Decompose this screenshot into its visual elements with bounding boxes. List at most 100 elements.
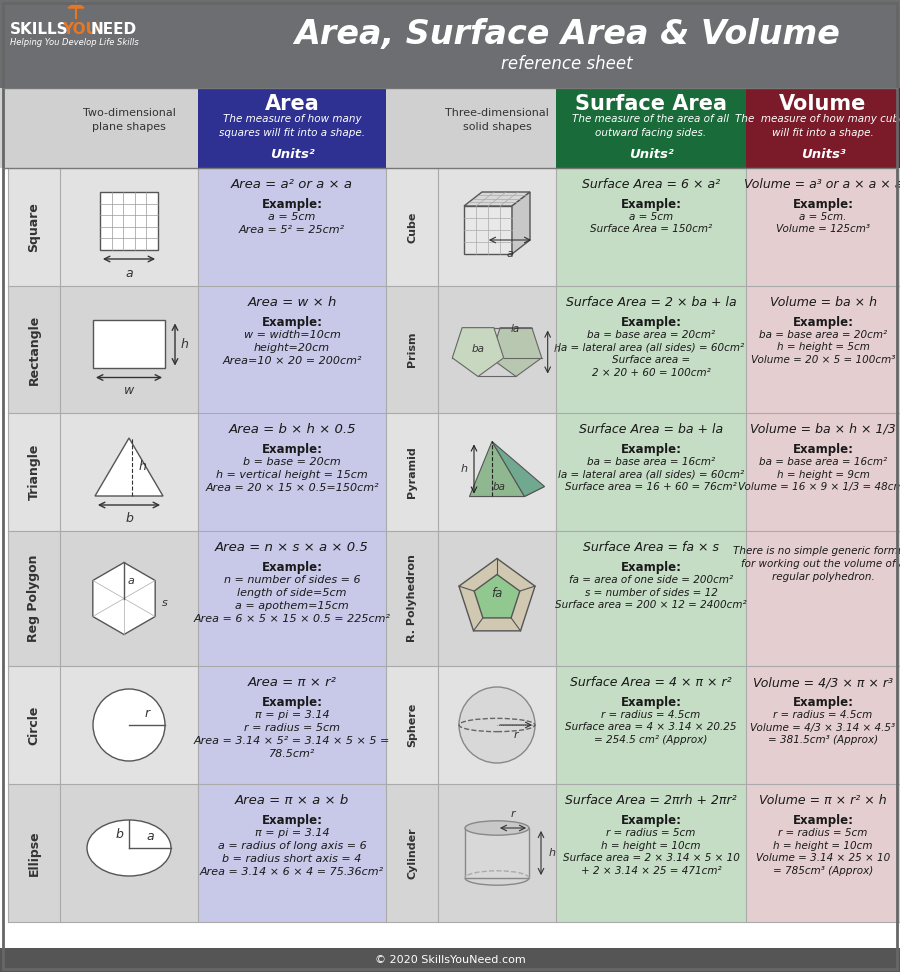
Bar (746, 666, 900, 784)
Text: regular polyhedron.: regular polyhedron. (771, 572, 875, 582)
Text: Example:: Example: (262, 443, 322, 456)
Bar (8, 413, 198, 531)
Text: fa: fa (491, 587, 503, 600)
Text: r = radius = 5cm: r = radius = 5cm (778, 828, 868, 838)
Polygon shape (464, 206, 512, 254)
Text: Example:: Example: (262, 198, 322, 211)
Text: The measure of how many
squares will fit into a shape.: The measure of how many squares will fit… (219, 114, 365, 138)
Text: YOU: YOU (62, 22, 98, 37)
Text: ba = base area = 16cm²: ba = base area = 16cm² (759, 457, 887, 467)
Text: Volume = 20 × 5 = 100cm³: Volume = 20 × 5 = 100cm³ (751, 355, 896, 365)
Text: h = height = 10cm: h = height = 10cm (601, 841, 701, 850)
Bar (0, 88, 900, 168)
Text: reference sheet: reference sheet (501, 55, 633, 73)
Text: Volume = π × r² × h: Volume = π × r² × h (760, 794, 886, 807)
Text: r: r (514, 730, 518, 740)
Text: Example:: Example: (620, 696, 681, 709)
Text: Surface area = 16 + 60 = 76cm²: Surface area = 16 + 60 = 76cm² (565, 482, 737, 492)
Polygon shape (95, 438, 163, 496)
Bar (386, 784, 556, 922)
Bar (8, 531, 198, 666)
Bar (198, 784, 386, 922)
Text: Two-dimensional
plane shapes: Two-dimensional plane shapes (83, 108, 176, 132)
Text: Area, Surface Area & Volume: Area, Surface Area & Volume (294, 18, 840, 51)
Bar (556, 168, 746, 286)
Bar (386, 531, 556, 666)
Text: = 381.5cm³ (Approx): = 381.5cm³ (Approx) (768, 735, 878, 745)
Text: ba = base area = 20cm²: ba = base area = 20cm² (587, 330, 716, 340)
Text: π = pi = 3.14: π = pi = 3.14 (255, 828, 329, 838)
Bar (8, 784, 198, 922)
Bar (93, 321, 165, 368)
Text: h: h (549, 848, 556, 858)
Text: Area = w × h: Area = w × h (248, 296, 337, 309)
Polygon shape (453, 328, 504, 376)
Text: ba: ba (472, 344, 484, 355)
Text: s: s (162, 599, 167, 608)
Text: b: b (125, 512, 133, 525)
Polygon shape (470, 441, 525, 497)
Text: h: h (139, 461, 147, 473)
Text: The measure of the area of all
outward facing sides.: The measure of the area of all outward f… (572, 114, 730, 138)
Text: h = height = 5cm: h = height = 5cm (777, 342, 869, 353)
Bar (556, 666, 746, 784)
Text: Volume = 125cm³: Volume = 125cm³ (776, 225, 870, 234)
Text: Example:: Example: (262, 814, 322, 827)
Text: h: h (461, 464, 468, 474)
Text: Surface Area = 6 × a²: Surface Area = 6 × a² (582, 178, 720, 191)
Text: Rectangle: Rectangle (28, 314, 40, 385)
Text: Units²: Units² (629, 148, 673, 161)
Text: SKILLS: SKILLS (10, 22, 68, 37)
Text: Volume = 3.14 × 25 × 10: Volume = 3.14 × 25 × 10 (756, 853, 890, 863)
Text: b: b (115, 827, 123, 841)
Text: Triangle: Triangle (28, 444, 40, 501)
Text: ba = base area = 20cm²: ba = base area = 20cm² (759, 330, 887, 340)
Text: Example:: Example: (793, 198, 853, 211)
Text: Example:: Example: (262, 696, 322, 709)
Bar (198, 88, 386, 168)
Bar (8, 168, 198, 286)
Bar (386, 286, 556, 413)
Text: Example:: Example: (793, 696, 853, 709)
Bar (746, 784, 900, 922)
Text: Surface area = 200 × 12 = 2400cm²: Surface area = 200 × 12 = 2400cm² (555, 600, 747, 610)
Bar (556, 413, 746, 531)
Text: la = lateral area (all sides) = 60cm²: la = lateral area (all sides) = 60cm² (558, 342, 744, 353)
Text: Surface area =: Surface area = (612, 355, 690, 365)
Text: The  measure of how many cubes
will fit into a shape.: The measure of how many cubes will fit i… (735, 114, 900, 138)
Polygon shape (470, 487, 544, 497)
Text: + 2 × 3.14 × 25 = 471cm²: + 2 × 3.14 × 25 = 471cm² (580, 865, 721, 876)
Text: Example:: Example: (793, 814, 853, 827)
Text: Surface Area = 2πrh + 2πr²: Surface Area = 2πrh + 2πr² (565, 794, 737, 807)
Bar (8, 286, 198, 413)
Text: a = apothem=15cm: a = apothem=15cm (235, 601, 349, 611)
Text: a: a (128, 575, 135, 585)
Bar (8, 666, 198, 784)
Text: r: r (510, 809, 516, 819)
Text: la: la (511, 324, 520, 333)
Polygon shape (474, 574, 520, 618)
Polygon shape (492, 441, 544, 497)
Text: r = radius = 5cm: r = radius = 5cm (244, 723, 340, 733)
Ellipse shape (465, 820, 529, 835)
Text: h: h (554, 344, 561, 355)
Text: Area = 3.14 × 5² = 3.14 × 5 × 5 =: Area = 3.14 × 5² = 3.14 × 5 × 5 = (194, 736, 391, 746)
Bar (0, 948, 900, 972)
Bar (0, 0, 900, 88)
Text: Area: Area (265, 94, 319, 114)
Polygon shape (464, 192, 530, 206)
Bar (746, 168, 900, 286)
Text: r = radius = 4.5cm: r = radius = 4.5cm (601, 710, 700, 720)
Text: 78.5cm²: 78.5cm² (269, 749, 315, 759)
Text: Circle: Circle (28, 706, 40, 745)
Text: Volume = 4/3 × π × r³: Volume = 4/3 × π × r³ (753, 676, 893, 689)
Text: Sphere: Sphere (407, 703, 417, 747)
Bar (100, 192, 158, 250)
Text: w: w (124, 385, 134, 398)
Text: a: a (125, 267, 133, 280)
Bar (556, 88, 746, 168)
Text: Volume = ba × h × 1/3: Volume = ba × h × 1/3 (750, 423, 896, 436)
Text: Area = 5² = 25cm²: Area = 5² = 25cm² (238, 225, 345, 235)
Text: r = radius = 4.5cm: r = radius = 4.5cm (773, 710, 873, 720)
Text: la = lateral area (all sides) = 60cm²: la = lateral area (all sides) = 60cm² (558, 469, 744, 479)
